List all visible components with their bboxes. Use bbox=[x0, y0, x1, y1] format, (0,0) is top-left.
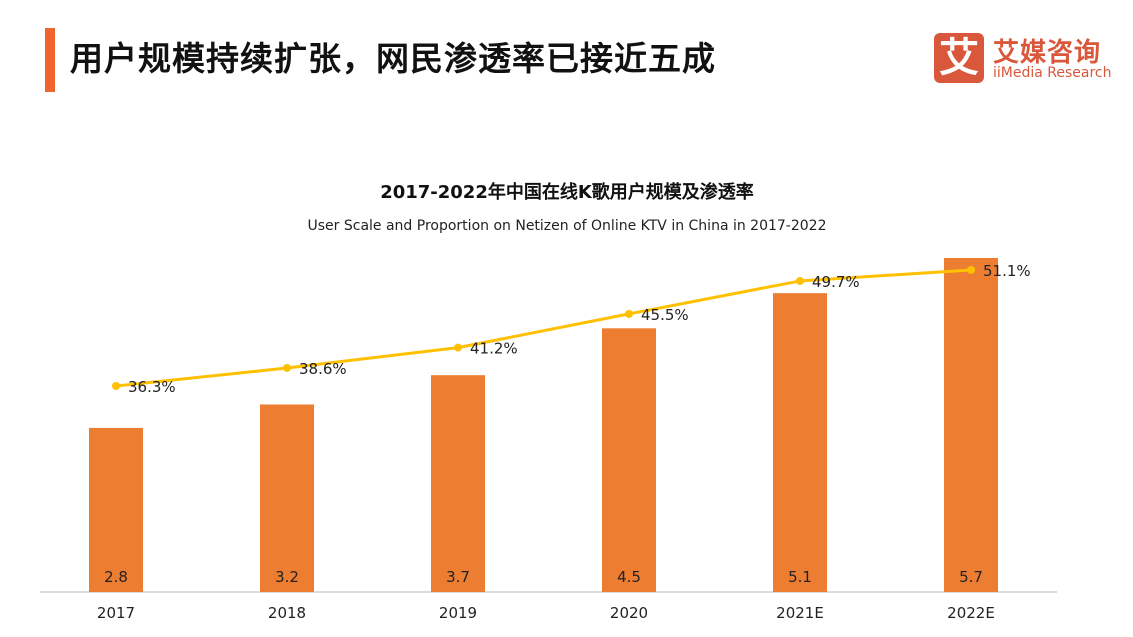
bar-value-label: 2.8 bbox=[104, 568, 128, 586]
line-value-label: 45.5% bbox=[641, 306, 689, 324]
bar bbox=[89, 427, 143, 592]
bar-value-label: 4.5 bbox=[617, 568, 641, 586]
title-accent-bar bbox=[45, 28, 55, 92]
x-tick-label: 2018 bbox=[268, 604, 306, 622]
logo-name-en: iiMedia Research bbox=[993, 65, 1112, 81]
line-point bbox=[625, 309, 633, 318]
line-value-label: 38.6% bbox=[299, 360, 347, 378]
x-tick-label: 2021E bbox=[776, 604, 824, 622]
line-point bbox=[454, 343, 462, 352]
bar-value-label: 5.1 bbox=[788, 568, 812, 586]
logo-mark: 艾 bbox=[934, 33, 984, 83]
line-point bbox=[796, 276, 804, 285]
bar-value-label: 3.7 bbox=[446, 568, 470, 586]
x-tick-label: 2017 bbox=[97, 604, 135, 622]
line-value-label: 51.1% bbox=[983, 262, 1031, 280]
line-value-label: 41.2% bbox=[470, 340, 518, 358]
bar bbox=[602, 328, 656, 592]
bar bbox=[944, 257, 998, 592]
line-point bbox=[283, 363, 291, 372]
bar-value-label: 3.2 bbox=[275, 568, 299, 586]
line-point bbox=[967, 265, 975, 274]
x-tick-label: 2020 bbox=[610, 604, 648, 622]
chart-subtitle: User Scale and Proportion on Netizen of … bbox=[308, 218, 827, 234]
page-title: 用户规模持续扩张，网民渗透率已接近五成 bbox=[70, 39, 716, 78]
bar bbox=[260, 404, 314, 592]
chart-title: 2017-2022年中国在线K歌用户规模及渗透率 bbox=[380, 181, 754, 203]
logo-name-cn: 艾媒咨询 bbox=[993, 38, 1102, 68]
x-tick-label: 2022E bbox=[947, 604, 995, 622]
bar bbox=[431, 375, 485, 592]
line-point bbox=[112, 382, 120, 391]
x-tick-label: 2019 bbox=[439, 604, 477, 622]
line-series bbox=[115, 268, 972, 388]
line-value-label: 49.7% bbox=[812, 273, 860, 291]
bar-value-label: 5.7 bbox=[959, 568, 983, 586]
line-value-label: 36.3% bbox=[128, 378, 176, 396]
bar bbox=[773, 293, 827, 592]
